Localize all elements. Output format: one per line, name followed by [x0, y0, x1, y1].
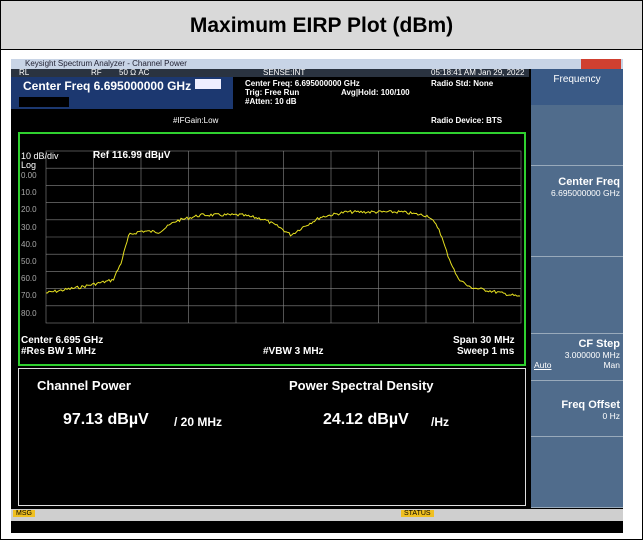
menu-title: Frequency	[553, 74, 601, 85]
ref-level: Ref 116.99 dBµV	[93, 150, 171, 161]
psd-unit: /Hz	[431, 415, 449, 429]
impedance: 50 Ω AC	[119, 68, 150, 77]
atten: #Atten: 10 dB	[245, 97, 297, 106]
softkey-menu[interactable]: Frequency	[531, 69, 623, 106]
softkey-cf-step[interactable]: CF Step 3.000000 MHz Auto Man	[531, 334, 623, 381]
channel-power-unit: / 20 MHz	[174, 415, 223, 429]
y-label: 0.00	[21, 171, 37, 180]
psd-label: Power Spectral Density	[289, 378, 434, 393]
auto: Auto	[534, 360, 552, 370]
status-bar	[11, 509, 623, 521]
window-title: Keysight Spectrum Analyzer - Channel Pow…	[25, 59, 187, 68]
freq-offset-key: Freq Offset	[561, 399, 620, 411]
scale: 10 dB/div	[21, 151, 59, 161]
timestamp: 05:18:41 AM Jan 29, 2022	[431, 68, 525, 77]
cf-step-key: CF Step	[578, 338, 620, 350]
status-row	[11, 69, 529, 77]
sweep: Sweep 1 ms	[457, 346, 515, 357]
center-freq: Center Freq 6.695000000 GHz	[19, 79, 196, 93]
rl: RL	[19, 68, 30, 77]
softkey-blank3[interactable]	[531, 437, 623, 508]
msg: MSG	[13, 510, 35, 517]
psd: 24.12 dBµV	[323, 411, 409, 428]
grid-lines	[46, 151, 521, 323]
title-bar	[1, 1, 642, 50]
status: STATUS	[401, 510, 434, 517]
plot-frame	[18, 132, 526, 366]
y-label: 60.0	[21, 274, 37, 284]
y-label: 10.0	[21, 188, 37, 198]
sense: SENSE:INT	[263, 68, 306, 77]
rf: RF	[91, 68, 102, 77]
center-freq-info: Center Freq: 6.695000000 GHz	[245, 79, 360, 88]
center-freq-key: Center Freq	[558, 176, 620, 188]
man: Man	[603, 360, 620, 370]
window-bar	[11, 59, 623, 69]
freq-offset-value: 0 Hz	[602, 411, 620, 421]
radio-device: Radio Device: BTS	[431, 116, 503, 125]
softkey-center-freq[interactable]: Center Freq 6.695000000 GHz	[531, 166, 623, 257]
title: Maximum EIRP Plot (dBm)	[189, 14, 454, 37]
results-frame	[18, 368, 526, 506]
y-label: 80.0	[21, 308, 37, 318]
center-freq-value: 6.695000000 GHz	[551, 188, 620, 198]
channel-power-label: Channel Power	[37, 378, 131, 393]
avg-hold: Avg|Hold: 100/100	[341, 88, 410, 97]
y-label: 70.0	[21, 291, 37, 301]
trig: Trig: Free Run	[245, 88, 300, 97]
channel-power: 97.13 dBµV	[63, 411, 149, 428]
res-bw: #Res BW 1 MHz	[21, 346, 97, 357]
vbw: #VBW 3 MHz	[263, 346, 324, 357]
span: Span 30 MHz	[453, 335, 515, 346]
y-label: 50.0	[21, 257, 37, 266]
softkey-blank[interactable]	[531, 105, 623, 166]
graticule	[45, 150, 522, 324]
softkey-blank2[interactable]	[531, 257, 623, 334]
log: Log	[21, 160, 37, 170]
y-label: 40.0	[21, 239, 37, 249]
center: Center 6.695 GHz	[21, 335, 104, 346]
cf-step-value: 3.000000 MHz	[564, 350, 620, 360]
window-buttons[interactable]	[581, 59, 621, 69]
field-gap	[19, 97, 69, 107]
softkey-freq-offset[interactable]: Freq Offset 0 Hz	[531, 381, 623, 437]
trace	[45, 209, 521, 297]
y-label: 20.0	[21, 205, 37, 215]
y-label: 30.0	[21, 222, 37, 232]
radio-std: Radio Std: None	[431, 79, 494, 88]
if-gain: #IFGain:Low	[173, 116, 219, 125]
